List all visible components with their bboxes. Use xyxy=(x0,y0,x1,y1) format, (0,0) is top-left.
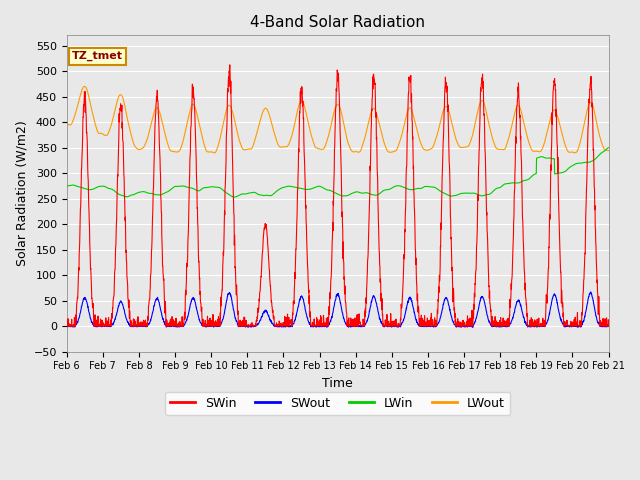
Title: 4-Band Solar Radiation: 4-Band Solar Radiation xyxy=(250,15,425,30)
X-axis label: Time: Time xyxy=(322,377,353,390)
Text: TZ_tmet: TZ_tmet xyxy=(72,51,123,61)
Legend: SWin, SWout, LWin, LWout: SWin, SWout, LWin, LWout xyxy=(165,392,510,415)
Y-axis label: Solar Radiation (W/m2): Solar Radiation (W/m2) xyxy=(15,120,28,266)
